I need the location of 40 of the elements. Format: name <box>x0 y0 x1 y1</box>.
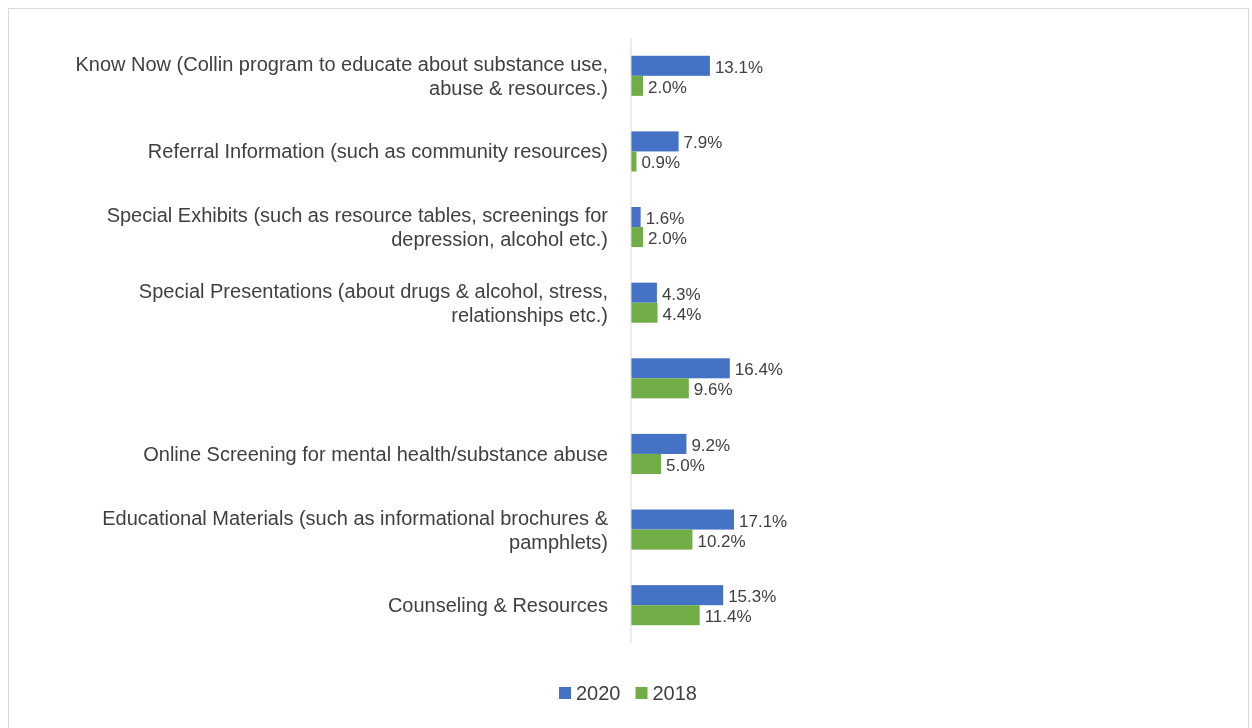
y-tick-label: Special Presentations (about drugs & alcohol, stress, relationships etc.) <box>138 279 608 326</box>
data-label: 16.4% <box>734 360 783 380</box>
data-label: 15.3% <box>728 587 777 607</box>
data-label: 13.1% <box>714 57 764 77</box>
y-tick-label: Counseling & Resources <box>387 594 608 617</box>
data-label: 17.1% <box>739 511 788 531</box>
y-tick-label: Know Now (Collin program to educate about substance use, abuse & resources.) <box>75 52 608 99</box>
data-label: 1.6% <box>645 209 685 229</box>
bar <box>631 55 710 76</box>
data-label: 11.4% <box>704 607 752 627</box>
bar <box>631 302 658 323</box>
bar <box>631 75 644 96</box>
y-tick-label: Special Exhibits (such as resource tables, screenings for depression, alcohol etc.) <box>106 204 609 251</box>
bar <box>631 227 644 248</box>
bar <box>631 585 724 606</box>
bar <box>631 378 689 399</box>
bar <box>631 453 662 474</box>
y-tick-label: Online Screening for mental health/substance abuse <box>143 442 608 465</box>
data-label: 2.0% <box>648 77 687 97</box>
bar <box>631 433 687 454</box>
data-label: 2.0% <box>648 229 687 249</box>
data-label: 9.6% <box>693 380 733 400</box>
data-label: 5.0% <box>666 455 705 475</box>
bar <box>631 509 734 530</box>
bar <box>631 282 657 303</box>
data-label: 0.9% <box>641 153 681 173</box>
bar <box>631 605 700 626</box>
data-label: 4.3% <box>661 284 701 304</box>
data-label: 4.4% <box>662 304 702 324</box>
y-tick-label: Referral Information (such as community resources) <box>147 140 608 163</box>
legend-label: 2020 <box>576 682 621 704</box>
bar <box>631 207 641 228</box>
y-tick-label: Educational Materials (such as informational brochures & pamphlets) <box>102 506 609 553</box>
bar <box>631 131 679 152</box>
data-label: 9.2% <box>691 435 731 455</box>
legend-label: 2018 <box>652 682 697 704</box>
bar <box>631 358 730 379</box>
data-label: 10.2% <box>697 531 746 551</box>
data-label: 7.9% <box>683 133 723 153</box>
bar <box>631 529 693 550</box>
